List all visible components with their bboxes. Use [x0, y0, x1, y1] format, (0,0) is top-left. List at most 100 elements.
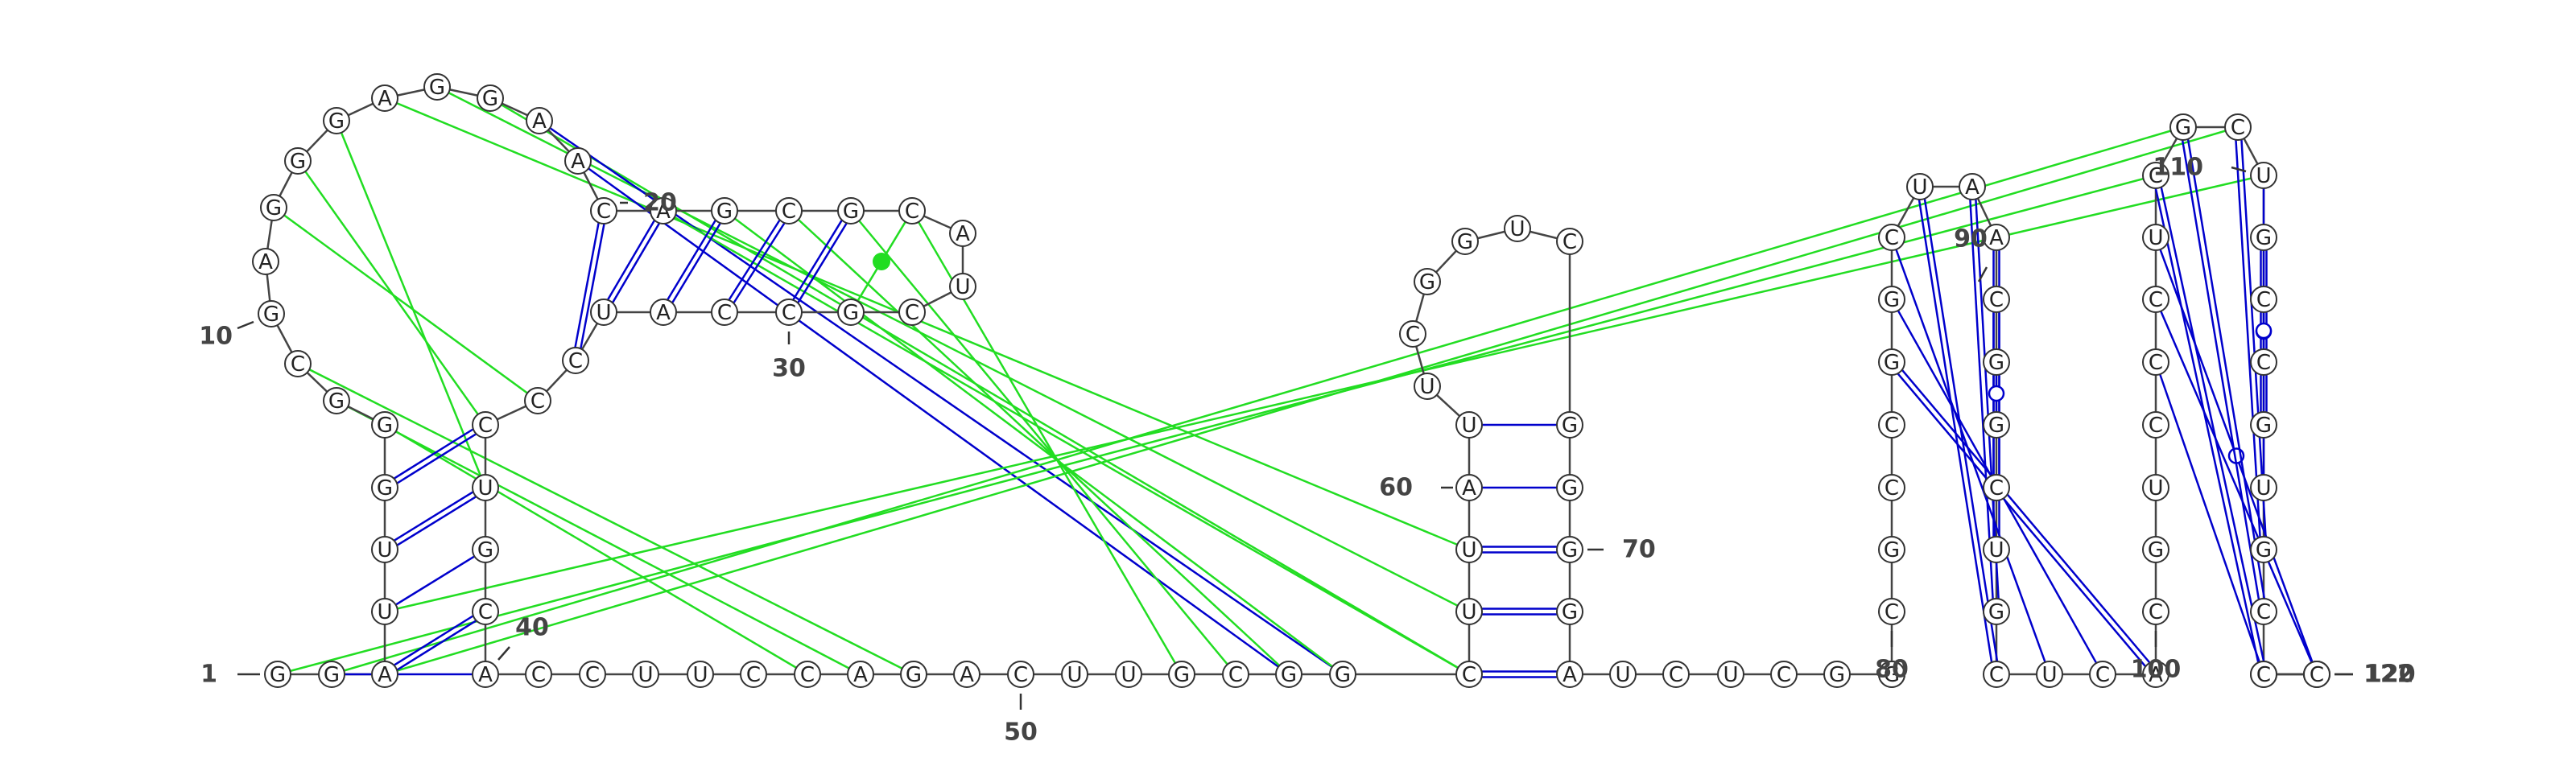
nucleotide-letter: C — [531, 663, 546, 687]
position-label-1: 1 — [200, 661, 260, 689]
nucleotide-3: A — [371, 661, 398, 688]
nucleotide-letter: C — [2149, 351, 2163, 375]
nucleotide-49: A — [953, 661, 980, 688]
nucleotide-circle — [1451, 228, 1479, 255]
base-pair-5-37 — [394, 491, 477, 546]
nucleotide-circle — [1556, 474, 1583, 501]
nucleotide-circle — [477, 84, 504, 112]
long-range-interaction-3-109 — [384, 126, 2239, 676]
base-pair-57-72 — [1482, 670, 1557, 678]
nucleotide-letter: G — [1281, 663, 1297, 687]
nucleotide-letter: C — [1989, 476, 2004, 500]
nucleotide-letter: C — [2231, 116, 2245, 140]
nucleotide-circle — [2250, 348, 2277, 376]
long-range-interaction-15-59 — [384, 97, 1470, 551]
nucleotide-letter: C — [2095, 663, 2110, 687]
nucleotide-circle — [1983, 411, 2010, 439]
nucleotide-letter: C — [1563, 230, 1577, 254]
nucleotide-letter: U — [2148, 226, 2163, 250]
nucleotide-9: C — [284, 350, 312, 377]
nucleotide-letter: G — [1562, 538, 1578, 562]
nucleotide-letter: C — [1885, 414, 1899, 438]
long-range-interaction-24-54 — [850, 210, 1236, 675]
position-label-40: 40 — [497, 614, 549, 661]
nucleotide-letter: G — [328, 389, 345, 414]
nucleotide-letter: G — [2256, 226, 2272, 250]
nucleotide-94: U — [1983, 536, 2010, 563]
nucleotide-circle — [2142, 536, 2169, 563]
nucleotide-circle — [371, 84, 398, 112]
nucleotide-circle — [423, 73, 451, 101]
nucleotide-circle — [1556, 536, 1583, 563]
position-label-120: 120 — [2334, 661, 2416, 689]
nucleotide-76: C — [1770, 661, 1798, 688]
long-range-interaction-17-57 — [489, 97, 1470, 676]
position-label-110: 110 — [2153, 154, 2247, 182]
nucleotide-letter: G — [1562, 414, 1578, 438]
nucleotide-letter: G — [1988, 351, 2004, 375]
long-range-interaction-2-108 — [331, 126, 2184, 676]
nucleotide-29: G — [837, 299, 865, 326]
nucleotide-letter: U — [638, 663, 653, 687]
nucleotide-circle — [2142, 474, 2169, 501]
nucleotide-letter: A — [532, 109, 547, 134]
nucleotide-32: A — [650, 299, 677, 326]
nucleotide-circle — [2250, 598, 2277, 625]
position-label-text: 20 — [643, 189, 677, 217]
long-range-interaction-23-55 — [788, 210, 1290, 675]
nucleotide-106: U — [2142, 224, 2169, 251]
nucleotide-circle — [2142, 598, 2169, 625]
position-label-text: 100 — [2131, 656, 2182, 684]
nucleotide-87: U — [1906, 173, 1934, 200]
nucleotide-13: G — [284, 147, 312, 175]
nucleotide-79: G — [1878, 661, 1905, 688]
nucleotide-circle — [1878, 598, 1905, 625]
nucleotide-letter: A — [378, 663, 392, 687]
nucleotide-circle — [2142, 411, 2169, 439]
nucleotide-circle — [1983, 348, 2010, 376]
nucleotide-102: U — [2142, 474, 2169, 501]
nucleotide-letter: G — [429, 76, 445, 100]
nucleotide-circle — [579, 661, 606, 688]
base-pair-6-36 — [394, 428, 477, 484]
nucleotide-letter: U — [2256, 476, 2271, 500]
nucleotide-115: U — [2250, 474, 2277, 501]
nucleotide-letter: C — [1669, 663, 1683, 687]
nucleotide-73: U — [1609, 661, 1637, 688]
position-label-80: 80 — [1875, 631, 1909, 684]
nucleotide-circle — [371, 536, 398, 563]
nucleotide-letter: C — [1989, 288, 2004, 312]
nucleotide-65: G — [1451, 228, 1479, 255]
nucleotide-circle — [264, 661, 291, 688]
nucleotide-circle — [1717, 661, 1744, 688]
nucleotide-letter: U — [2148, 476, 2163, 500]
nucleotide-4: U — [371, 598, 398, 625]
nucleotide-circle — [1399, 320, 1426, 348]
nucleotide-circle — [2250, 224, 2277, 251]
nucleotide-104: C — [2142, 348, 2169, 376]
nucleotide-letter: U — [1988, 538, 2004, 562]
nucleotide-54: C — [1222, 661, 1249, 688]
nucleotide-letter: U — [1723, 663, 1738, 687]
nucleotide-70: G — [1556, 536, 1583, 563]
nucleotide-12: G — [260, 194, 287, 221]
nucleotide-22: G — [711, 197, 738, 224]
nucleotide-circle — [2142, 348, 2169, 376]
nucleotide-63: C — [1399, 320, 1426, 348]
long-range-interactions-layer — [273, 85, 2264, 676]
nucleotide-letter: G — [1884, 538, 1900, 562]
nucleotide-circle — [472, 661, 499, 688]
nucleotide-110: U — [2250, 162, 2277, 189]
nucleotide-71: G — [1556, 598, 1583, 625]
nucleotide-letter: C — [782, 301, 796, 325]
nucleotide-circle — [323, 387, 350, 414]
nucleotide-letter: G — [1884, 663, 1900, 687]
nucleotide-letter: G — [1562, 476, 1578, 500]
nucleotide-letter: C — [1013, 663, 1028, 687]
nucleotide-42: C — [579, 661, 606, 688]
nucleotide-64: G — [1414, 268, 1441, 295]
nucleotide-letter: C — [1228, 663, 1243, 687]
nucleotide-circle — [525, 661, 552, 688]
nucleotide-letter: G — [1988, 600, 2004, 624]
nucleotide-77: G — [1823, 661, 1851, 688]
